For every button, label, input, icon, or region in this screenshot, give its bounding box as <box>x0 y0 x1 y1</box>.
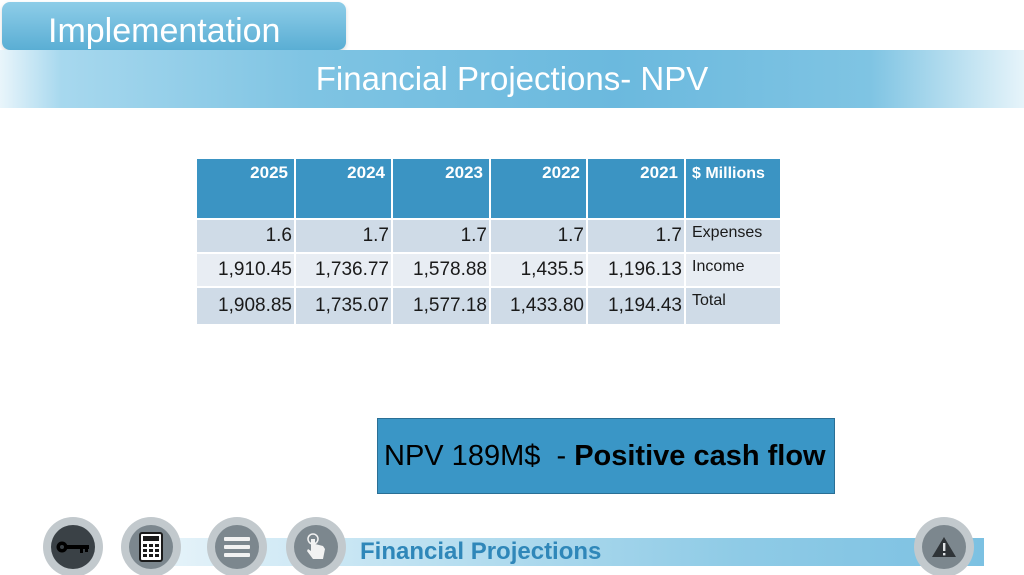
table-cell: 1,736.77 <box>295 253 393 288</box>
npv-summary-box: NPV 189M$ - Positive cash flow <box>377 418 835 494</box>
table-cell: 1,435.5 <box>490 253 588 288</box>
warning-icon <box>922 525 966 569</box>
nav-touch-button[interactable] <box>286 517 346 575</box>
table-row: 1,908.85 1,735.07 1,577.18 1,433.80 1,19… <box>197 287 782 326</box>
row-label: Income <box>685 253 782 288</box>
nav-key-button[interactable] <box>43 517 103 575</box>
table-cell: 1.7 <box>587 219 686 254</box>
alert-button[interactable] <box>914 517 974 575</box>
section-tab <box>2 2 346 50</box>
table-cell: 1,577.18 <box>392 287 491 326</box>
calculator-icon <box>129 525 173 569</box>
table-cell: 1,196.13 <box>587 253 686 288</box>
table-cell: 1,910.45 <box>197 253 296 288</box>
financial-table: 2025 2024 2023 2022 2021 $ Millions 1.6 … <box>197 159 782 326</box>
table-cell: 1,194.43 <box>587 287 686 326</box>
page-title: Financial Projections- NPV <box>315 60 709 97</box>
row-label: Total <box>685 287 782 326</box>
table-cell: 1.7 <box>295 219 393 254</box>
nav-calculator-button[interactable] <box>121 517 181 575</box>
table-cell: 1.6 <box>197 219 296 254</box>
table-cell: 1,908.85 <box>197 287 296 326</box>
table-row: 1.6 1.7 1.7 1.7 1.7 Expenses <box>197 219 782 254</box>
touch-icon <box>294 525 338 569</box>
column-header: 2025 <box>197 159 296 220</box>
table-cell: 1,433.80 <box>490 287 588 326</box>
npv-emphasis: Positive cash flow <box>574 439 826 472</box>
title-banner <box>0 50 1024 108</box>
npv-value: NPV 189M$ - <box>384 439 575 472</box>
column-header: 2024 <box>295 159 393 220</box>
column-header: 2023 <box>392 159 491 220</box>
column-header: 2021 <box>587 159 686 220</box>
table-cell: 1,578.88 <box>392 253 491 288</box>
row-label: Expenses <box>685 219 782 254</box>
table-cell: 1,735.07 <box>295 287 393 326</box>
column-header: 2022 <box>490 159 588 220</box>
key-icon <box>51 525 95 569</box>
footer-section-label: Financial Projections <box>360 538 602 565</box>
nav-menu-button[interactable] <box>207 517 267 575</box>
table-header-row: 2025 2024 2023 2022 2021 $ Millions <box>197 159 782 220</box>
table-cell: 1.7 <box>392 219 491 254</box>
table-cell: 1.7 <box>490 219 588 254</box>
menu-icon <box>215 525 259 569</box>
section-tab-label: Implementation <box>48 12 281 50</box>
table-row: 1,910.45 1,736.77 1,578.88 1,435.5 1,196… <box>197 253 782 288</box>
unit-header: $ Millions <box>685 159 782 220</box>
